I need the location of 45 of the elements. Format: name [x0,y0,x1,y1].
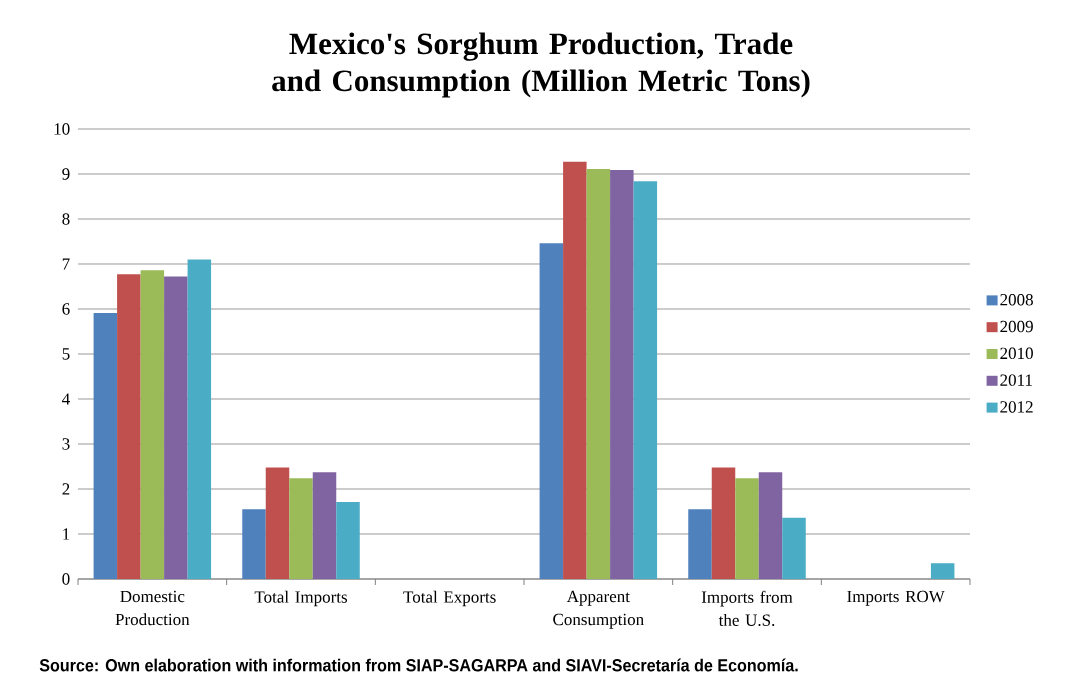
chart-title: Mexico's Sorghum Production, Trade and Consumption (Million Metric Tons) [272,32,810,98]
bar [265,467,290,579]
x-tick-label: Apparent Consumption [553,590,644,629]
y-tick-label: 7 [62,258,70,270]
y-tick-label: 2 [62,483,70,495]
y-tick-label: 4 [62,393,70,405]
bar [782,517,806,579]
y-tick-label: 3 [62,438,70,450]
y-tick-label: 10 [54,123,70,135]
bar [711,467,736,579]
bar [336,502,360,579]
legend-label: 2010 [1000,347,1033,360]
bar [633,181,658,579]
y-tick-label: 5 [62,348,70,360]
bar [117,274,141,579]
x-tick-label: Domestic Production [115,590,190,626]
x-tick-label: Total Imports [254,590,348,607]
bar [735,478,759,579]
bar [688,509,712,579]
bar [610,169,634,579]
y-tick-label: 6 [62,303,70,315]
bar [586,169,611,579]
y-tick-label: 8 [62,213,70,225]
bar [242,509,266,579]
bar [289,478,313,579]
bar [539,243,564,579]
legend-label: 2012 [1000,401,1033,413]
y-tick-label: 9 [62,168,70,180]
bar [758,472,783,579]
source-note: Source: Own elaboration with information from SIAP-SAGARPA and SIAVI-Secretaría de Economía. [39,658,798,672]
x-tick-label: Imports from the U.S. [701,590,793,626]
y-tick-label: 1 [63,528,70,540]
x-tick-label: Imports ROW [847,590,945,606]
bar [140,270,165,579]
legend-label: 2008 [1000,293,1033,306]
bar [930,563,955,579]
bar [187,259,212,579]
bar [164,276,188,579]
x-tick-label: Total Exports [403,590,496,607]
y-tick-label: 0 [62,573,70,585]
bar [563,161,587,579]
legend-label: 2009 [1000,320,1033,333]
bar [312,472,337,579]
legend-label: 2011 [1000,374,1032,386]
bar [93,313,118,579]
